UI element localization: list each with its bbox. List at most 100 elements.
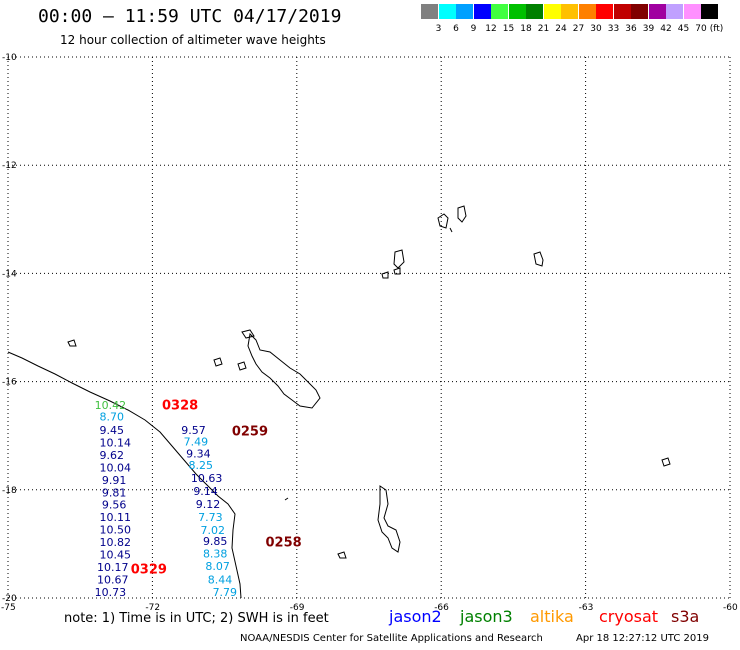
island-8 bbox=[661, 457, 671, 467]
island-2 bbox=[457, 205, 467, 223]
map-title: 00:00 — 11:59 UTC 04/17/2019 bbox=[38, 6, 342, 27]
satellite-label-s3a: s3a bbox=[671, 607, 700, 626]
wave-height-value: 10.14 bbox=[99, 437, 131, 450]
lon-tick-label: -66 bbox=[434, 603, 449, 613]
legend-swatch bbox=[508, 4, 526, 19]
pass-time-label: 0258 bbox=[266, 536, 302, 551]
lat-tick-label: -16 bbox=[2, 378, 17, 388]
small-lake-1 bbox=[241, 329, 255, 339]
wave-height-value: 10.42 bbox=[95, 399, 127, 412]
wave-height-value: 10.73 bbox=[95, 586, 127, 599]
wave-height-value: 10.04 bbox=[99, 461, 131, 474]
small-lake-4 bbox=[67, 339, 77, 347]
wave-height-value: 8.44 bbox=[208, 573, 233, 586]
legend-label: 39 bbox=[642, 24, 655, 34]
wave-height-value: 9.62 bbox=[99, 449, 124, 462]
wave-height-value: 10.17 bbox=[97, 561, 128, 574]
wave-height-value: 7.73 bbox=[198, 511, 223, 524]
lat-tick-label: -12 bbox=[2, 161, 17, 171]
wave-height-observations: 10.428.709.4510.149.6210.049.919.819.561… bbox=[95, 399, 237, 599]
island-1 bbox=[437, 213, 449, 229]
satellite-label-cryosat: cryosat bbox=[599, 607, 659, 626]
island-5 bbox=[381, 271, 389, 279]
legend-swatch bbox=[683, 4, 701, 19]
footer-credit: NOAA/NESDIS Center for Satellite Applica… bbox=[240, 633, 543, 644]
pass-time-labels: 0328 0259 0258 0329 bbox=[131, 399, 302, 578]
legend-label: 12 bbox=[485, 24, 497, 34]
pass-time-label: 0259 bbox=[232, 425, 268, 440]
salt-flat bbox=[377, 485, 401, 553]
legend-swatch bbox=[526, 4, 543, 19]
lake-titicaca bbox=[247, 332, 321, 409]
small-lake-3 bbox=[237, 361, 247, 371]
lat-tick-label: -10 bbox=[2, 53, 17, 63]
wave-height-value: 9.91 bbox=[102, 474, 127, 487]
south-america-coastline bbox=[7, 351, 242, 599]
longitude-tick-labels: -75 -72 -69 -66 -63 -60 bbox=[1, 603, 738, 613]
satellite-label-jason3: jason3 bbox=[460, 607, 513, 626]
latitude-tick-labels: -10 -12 -14 -16 -18 -20 bbox=[2, 53, 17, 604]
lat-tick-label: -18 bbox=[2, 486, 17, 496]
wave-height-value: 9.34 bbox=[186, 447, 211, 460]
island-3 bbox=[449, 227, 453, 233]
pass-time-label: 0328 bbox=[162, 399, 198, 414]
wave-height-value: 10.82 bbox=[99, 536, 131, 549]
satellite-label-jason2: jason2 bbox=[389, 607, 442, 626]
legend-label: 21 bbox=[537, 24, 550, 34]
wave-height-value: 8.07 bbox=[205, 560, 230, 573]
legend-label: 45 bbox=[677, 24, 690, 34]
legend-label: 24 bbox=[555, 24, 567, 34]
wave-height-value: 9.57 bbox=[181, 424, 206, 437]
wave-height-value: 8.38 bbox=[203, 547, 228, 560]
footer-note: note: 1) Time is in UTC; 2) SWH is in fe… bbox=[64, 611, 329, 626]
wave-height-value: 7.79 bbox=[213, 586, 238, 599]
legend-swatch bbox=[701, 4, 718, 19]
legend-swatch bbox=[613, 4, 631, 19]
satellite-label-altika: altika bbox=[530, 607, 574, 626]
lon-tick-label: -69 bbox=[290, 603, 305, 613]
pass-time-label: 0329 bbox=[131, 563, 167, 578]
legend-label: 6 bbox=[453, 24, 459, 34]
legend-label: 15 bbox=[502, 24, 515, 34]
wave-height-value: 9.81 bbox=[102, 486, 127, 499]
lon-tick-label: -63 bbox=[579, 603, 594, 613]
wave-height-value: 9.14 bbox=[193, 485, 218, 498]
legend-label: 42 bbox=[660, 24, 672, 34]
legend-label: 9 bbox=[470, 24, 477, 34]
lon-tick-label: -75 bbox=[1, 603, 16, 613]
legend-label: 27 bbox=[572, 24, 585, 34]
lon-tick-label: -60 bbox=[723, 603, 738, 613]
wave-height-value: 7.02 bbox=[201, 524, 226, 537]
legend-label: 70 bbox=[695, 24, 707, 34]
wave-height-value: 9.56 bbox=[102, 499, 127, 512]
small-lake-6 bbox=[284, 497, 289, 501]
legend-label: 18 bbox=[520, 24, 532, 34]
legend-swatch bbox=[561, 4, 578, 19]
wave-height-value: 7.49 bbox=[184, 435, 209, 448]
wave-height-value: 9.45 bbox=[99, 424, 124, 437]
legend-swatch bbox=[578, 4, 596, 19]
wave-height-value: 9.85 bbox=[203, 535, 228, 548]
legend-swatch bbox=[491, 4, 508, 19]
legend-swatch bbox=[666, 4, 683, 19]
legend-swatch bbox=[648, 4, 666, 19]
lat-tick-label: -14 bbox=[2, 269, 17, 279]
graticule bbox=[7, 56, 731, 599]
small-lake-2 bbox=[213, 357, 223, 367]
legend-swatch bbox=[438, 4, 456, 19]
wave-height-value: 10.63 bbox=[191, 472, 223, 485]
island-4 bbox=[393, 249, 405, 269]
wave-height-value: 8.70 bbox=[99, 411, 124, 424]
wave-height-value: 10.11 bbox=[99, 511, 131, 524]
wave-height-value: 9.12 bbox=[196, 498, 221, 511]
wave-height-value: 10.45 bbox=[99, 549, 131, 562]
legend-unit: (ft) bbox=[709, 24, 724, 34]
legend-label: 3 bbox=[435, 24, 442, 34]
lat-tick-label: -20 bbox=[2, 594, 17, 604]
legend-label: 36 bbox=[625, 24, 637, 34]
small-lake-5 bbox=[337, 551, 347, 559]
legend-swatch bbox=[421, 4, 438, 19]
map-subtitle: 12 hour collection of altimeter wave hei… bbox=[60, 33, 326, 47]
wave-height-value: 10.50 bbox=[99, 524, 131, 537]
